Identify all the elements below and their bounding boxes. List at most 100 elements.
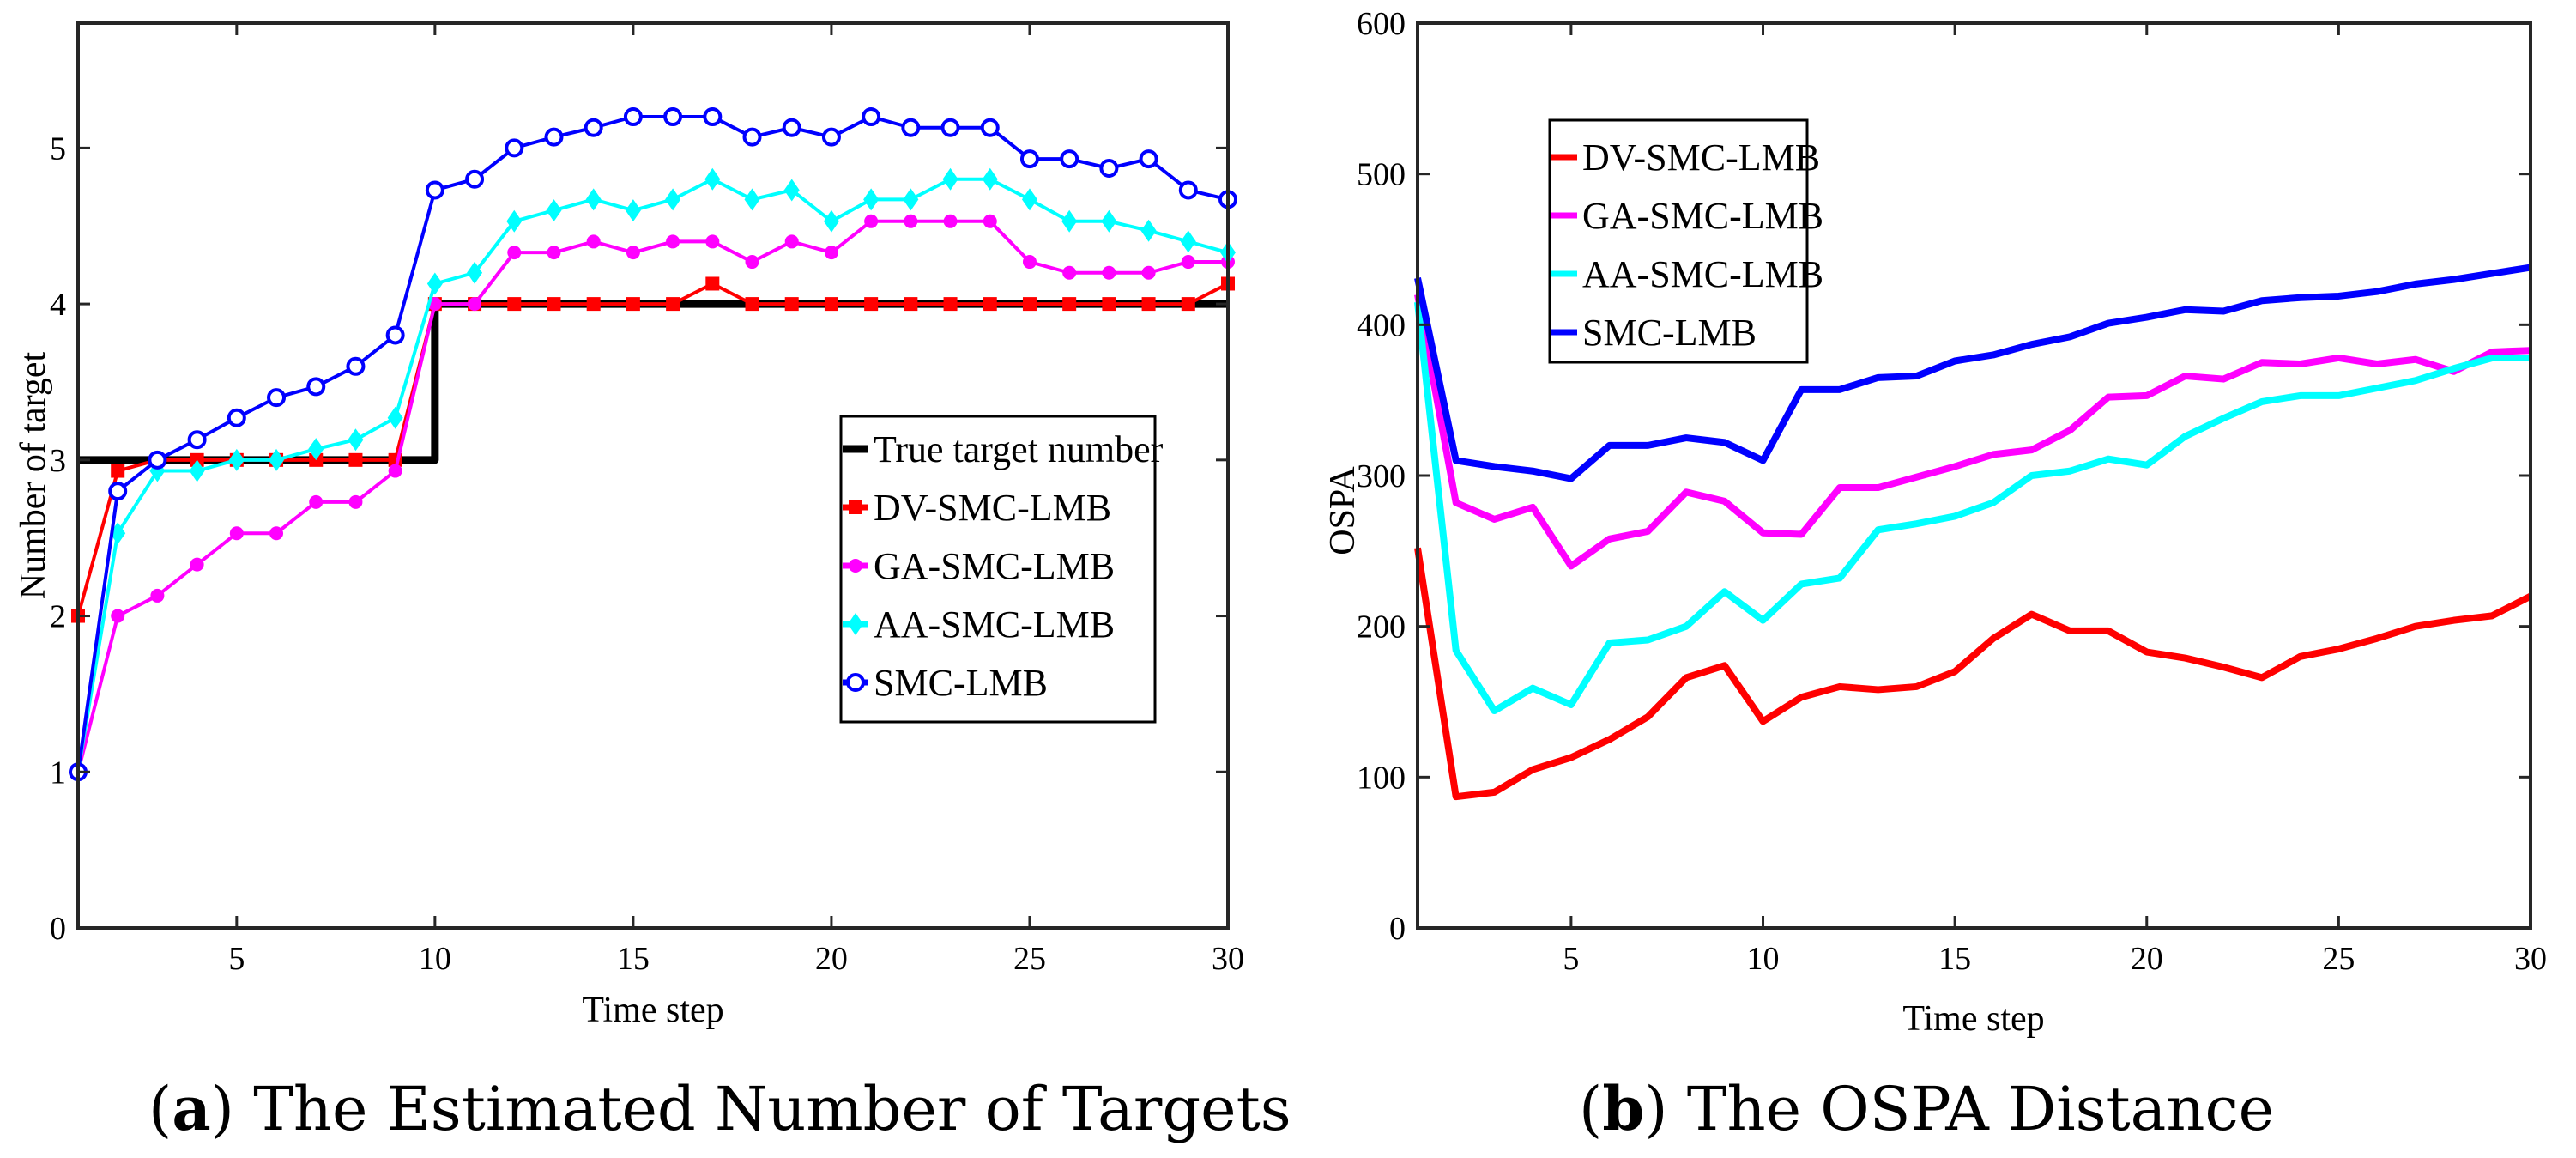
data-point <box>863 188 880 211</box>
caption-b-letter: b <box>1602 1073 1644 1144</box>
series-line <box>1414 547 2532 801</box>
y-tick-label: 0 <box>1389 911 1406 947</box>
data-point <box>943 297 958 312</box>
legend-label: AA-SMC-LMB <box>1582 253 1823 295</box>
axes-frame <box>76 21 1230 930</box>
x-tick-label: 20 <box>2131 941 2163 977</box>
data-point <box>1021 188 1037 211</box>
x-tick-label: 5 <box>228 941 245 977</box>
data-point <box>864 297 879 312</box>
data-point <box>625 199 641 222</box>
x-axis-label: Time step <box>1902 999 2044 1039</box>
x-tick-label: 20 <box>815 941 848 977</box>
legend-item: GA-SMC-LMB <box>1551 195 1823 237</box>
data-point <box>387 406 403 429</box>
data-point <box>111 464 125 478</box>
data-point <box>821 127 841 147</box>
data-point <box>546 199 562 222</box>
data-point <box>507 297 522 312</box>
legend-label: GA-SMC-LMB <box>1582 195 1823 237</box>
data-point <box>227 408 246 427</box>
data-point <box>1141 297 1156 312</box>
y-tick-label: 5 <box>50 130 66 167</box>
x-tick-label: 5 <box>1563 941 1579 977</box>
data-point <box>1022 255 1037 270</box>
y-tick-label: 2 <box>50 599 66 635</box>
data-point <box>626 246 640 260</box>
data-point <box>943 214 958 228</box>
data-point <box>348 428 364 452</box>
data-point <box>388 464 402 478</box>
data-point <box>980 118 1000 137</box>
data-point <box>269 526 284 541</box>
legend-item: AA-SMC-LMB <box>1551 253 1823 295</box>
data-point <box>663 107 683 127</box>
y-tick-label: 600 <box>1357 6 1406 42</box>
data-point <box>1101 209 1117 233</box>
series-aa-smc-lmb <box>1414 301 2531 715</box>
data-point <box>547 246 561 260</box>
caption-a-prefix: ( <box>148 1074 172 1144</box>
series-line <box>1414 294 2531 570</box>
x-axis-label: Time step <box>582 991 723 1030</box>
data-point <box>623 107 643 127</box>
series-aa-smc-lmb <box>70 167 1236 784</box>
data-point <box>705 276 720 291</box>
legend-item: DV-SMC-LMB <box>1551 136 1820 179</box>
data-point <box>904 297 918 312</box>
data-point <box>426 272 443 295</box>
data-point <box>468 297 482 312</box>
data-point <box>705 234 720 249</box>
x-tick-label: 30 <box>2514 941 2547 977</box>
data-point <box>189 459 205 482</box>
data-point <box>704 167 721 191</box>
caption-b-text: ) The OSPA Distance <box>1644 1074 2274 1144</box>
legend-box <box>1548 118 1809 364</box>
caption-b-prefix: ( <box>1579 1074 1602 1144</box>
data-point <box>782 118 801 137</box>
data-point <box>982 167 998 191</box>
data-point <box>187 430 207 450</box>
legend-label: SMC-LMB <box>874 662 1048 704</box>
data-point <box>626 297 640 312</box>
data-point <box>1181 297 1195 312</box>
data-point <box>1141 265 1156 280</box>
data-point <box>703 107 723 127</box>
x-tick-label: 15 <box>617 941 650 977</box>
data-point <box>465 169 485 189</box>
x-tick-label: 10 <box>1747 941 1780 977</box>
data-point <box>585 188 602 211</box>
x-tick-label: 30 <box>1212 941 1244 977</box>
data-point <box>1062 297 1077 312</box>
x-tick-label: 10 <box>419 941 451 977</box>
data-point <box>745 255 759 270</box>
data-point <box>228 448 245 471</box>
data-point <box>783 179 800 202</box>
y-axis-label: OSPA <box>1323 466 1363 555</box>
legend-label: DV-SMC-LMB <box>874 487 1111 529</box>
legend-label: SMC-LMB <box>1582 312 1757 354</box>
y-tick-label: 500 <box>1357 157 1406 193</box>
data-point <box>784 297 799 312</box>
data-point <box>1022 297 1037 312</box>
data-point <box>742 127 762 147</box>
legend-item: SMC-LMB <box>843 662 1048 704</box>
y-tick-label: 200 <box>1357 609 1406 646</box>
data-point <box>190 557 204 572</box>
data-point <box>385 325 405 345</box>
data-point <box>467 261 483 284</box>
legend-item: True target number <box>843 428 1164 470</box>
data-point <box>983 297 997 312</box>
y-tick-label: 0 <box>50 911 66 947</box>
data-point <box>346 356 366 376</box>
data-point <box>823 209 839 233</box>
series-line <box>1414 301 2531 715</box>
data-point <box>348 494 363 509</box>
data-point <box>111 609 125 623</box>
data-point <box>306 377 326 397</box>
legend-marker <box>849 500 862 514</box>
caption-a: (a) The Estimated Number of Targets <box>148 1073 1291 1144</box>
legend-marker <box>846 673 865 692</box>
chart-estimated-number-of-targets: 5 10 15 20 25 30 0 1 2 3 4 5 Time step Number of ta… <box>14 21 1244 1030</box>
